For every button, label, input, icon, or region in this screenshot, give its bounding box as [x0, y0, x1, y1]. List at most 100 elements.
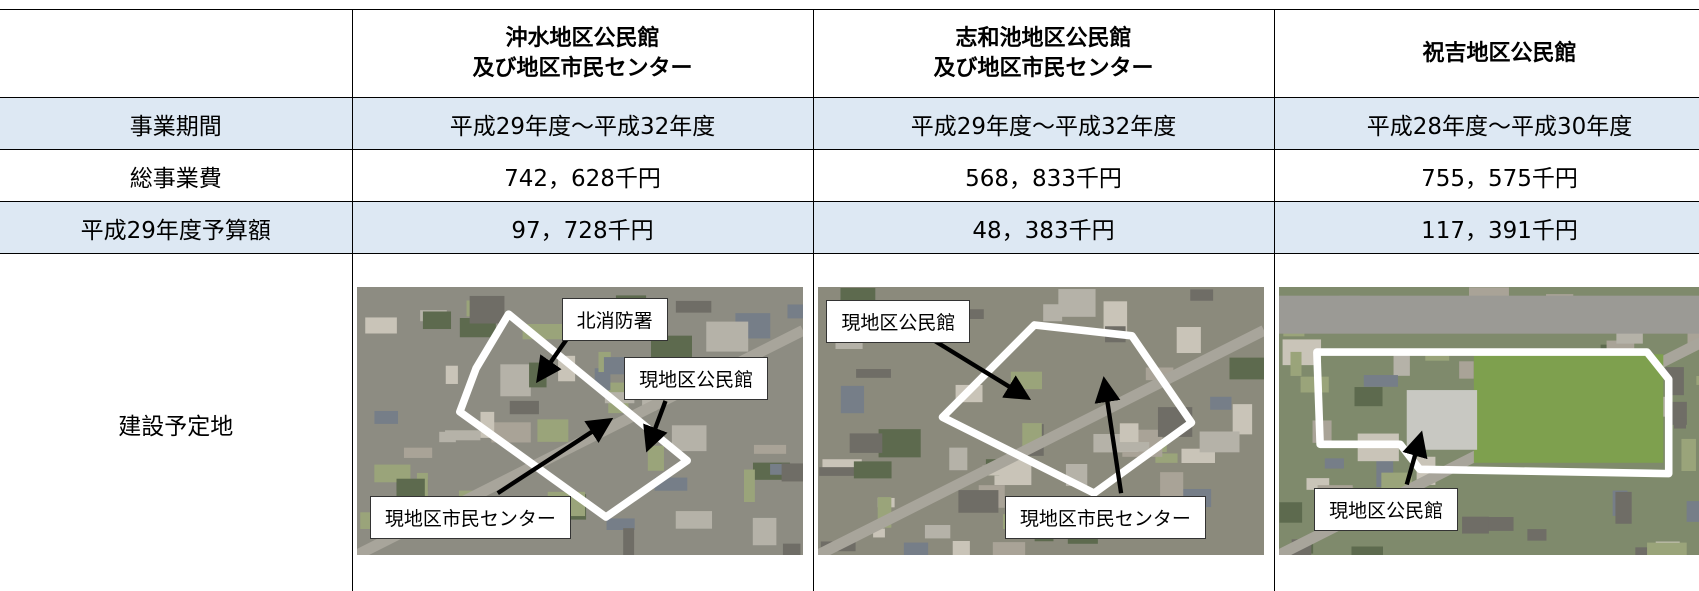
photo-shape [1232, 404, 1252, 435]
photo-shape [855, 369, 891, 378]
photo-shape [1154, 453, 1178, 463]
photo-shape [509, 400, 539, 415]
arrow [930, 337, 1031, 401]
site-row: 建設予定地 北消防署 現地区公民館 現地区市民センター 現地区公民館 現地区市民センター現… [0, 253, 1699, 591]
photo-shape [752, 517, 776, 546]
photo-shape [821, 459, 862, 469]
photo-shape [499, 364, 531, 397]
photo-shape [840, 385, 864, 414]
row-label: 総事業費 [0, 149, 353, 202]
header-cell: 志和池地区公民館 及び地区市民センター [812, 9, 1275, 98]
photo-shape [938, 321, 1195, 497]
header-line: 及び地区市民センター [472, 55, 693, 81]
photo-shape [606, 518, 635, 530]
photo-shape [948, 447, 967, 471]
corner-cell [0, 9, 353, 98]
cell: 平成28年度～平成30年度 [1273, 97, 1699, 150]
aerial-photo: 北消防署 現地区公民館 現地区市民センター [356, 287, 803, 555]
header-line: 及び地区市民センター [933, 55, 1154, 81]
data-row: 平成29年度予算額 97，728千円 48，383千円 117，391千円 [0, 201, 1699, 254]
photo-shape [444, 430, 480, 441]
photo-shape [957, 490, 998, 513]
photo-shape [373, 410, 398, 424]
cell: 平成29年度～平成32年度 [812, 97, 1275, 150]
photo-shape [1305, 478, 1329, 490]
photo-shape [1189, 289, 1213, 301]
photo-shape [603, 357, 629, 375]
photo-shape [1473, 354, 1663, 463]
photo-shape [1290, 351, 1302, 376]
photo-shape [1229, 357, 1264, 380]
photo-shape [1176, 327, 1201, 354]
photo-shape [1103, 301, 1127, 332]
map-cell: 現地区公民館 [1273, 253, 1699, 591]
photo-shape [786, 304, 803, 319]
photo-shape [1614, 491, 1632, 524]
header-cell: 沖水地区公民館及び地区市民センター [351, 9, 814, 98]
photo-shape [769, 463, 789, 475]
photo-shape [675, 511, 712, 529]
map-label: 現地区公民館 [826, 300, 971, 344]
photo-shape [781, 463, 803, 482]
row-label: 平成29年度予算額 [0, 201, 353, 254]
arrow [817, 325, 1264, 555]
photo-shape [359, 512, 372, 529]
cell: 97，728千円 [351, 201, 814, 254]
photo-shape [1324, 458, 1344, 469]
map-label: 現地区市民センター [369, 496, 571, 540]
photo-shape [743, 469, 755, 503]
photo-shape [924, 525, 950, 539]
photo-shape [373, 464, 410, 483]
header-line: 志和池地区公民館 [955, 25, 1132, 51]
arrow [496, 417, 613, 495]
cell: 742，628千円 [351, 149, 814, 202]
cell: 568，833千円 [812, 149, 1275, 202]
photo-shape [1673, 418, 1686, 429]
photo-shape [1109, 442, 1149, 452]
photo-shape [1057, 289, 1096, 317]
arrow [1094, 376, 1123, 494]
header-cell: 祝吉地区公民館 [1273, 9, 1699, 98]
photo-shape [671, 425, 706, 452]
photo-shape [903, 542, 928, 555]
photo-shape [1393, 355, 1410, 376]
photo-shape [982, 465, 1025, 476]
photo-shape [1312, 348, 1672, 478]
photo-shape [1458, 361, 1474, 379]
photo-shape [1350, 546, 1383, 555]
photo-shape [849, 433, 882, 453]
photo-shape [1010, 371, 1042, 390]
header-line: 祝吉地区公民館 [1422, 40, 1577, 66]
row-label: 建設予定地 [0, 253, 353, 591]
photo-shape [1278, 295, 1699, 334]
photo-shape [422, 311, 451, 330]
photo-shape [469, 295, 504, 324]
photo-shape [872, 528, 885, 538]
cell: 平成29年度～平成32年度 [351, 97, 814, 150]
photo-shape [753, 444, 786, 454]
photo-shape [1487, 517, 1514, 531]
photo-shape [1159, 472, 1183, 498]
photo-shape [1199, 431, 1240, 453]
photo-shape [1424, 351, 1449, 361]
photo-shape [705, 321, 748, 352]
photo-shape [1687, 328, 1699, 346]
header-line: 沖水地区公民館 [505, 25, 660, 51]
photo-shape [364, 317, 397, 334]
photo-shape [1680, 438, 1696, 471]
map-label: 現地区公民館 [1314, 488, 1459, 531]
row-label: 事業期間 [0, 97, 353, 150]
photo-shape [853, 461, 892, 479]
photo-shape [1461, 516, 1489, 534]
photo-shape [675, 300, 711, 313]
photo-shape [604, 392, 634, 404]
photo-shape [782, 543, 800, 555]
photo-shape [1646, 542, 1687, 555]
photo-shape [445, 365, 458, 384]
cell: 755，575千円 [1273, 149, 1699, 202]
map-label: 現地区市民センター [1004, 496, 1206, 540]
photo-shape [403, 447, 432, 458]
photo-shape [1354, 387, 1383, 407]
map-label: 現地区公民館 [624, 356, 769, 400]
